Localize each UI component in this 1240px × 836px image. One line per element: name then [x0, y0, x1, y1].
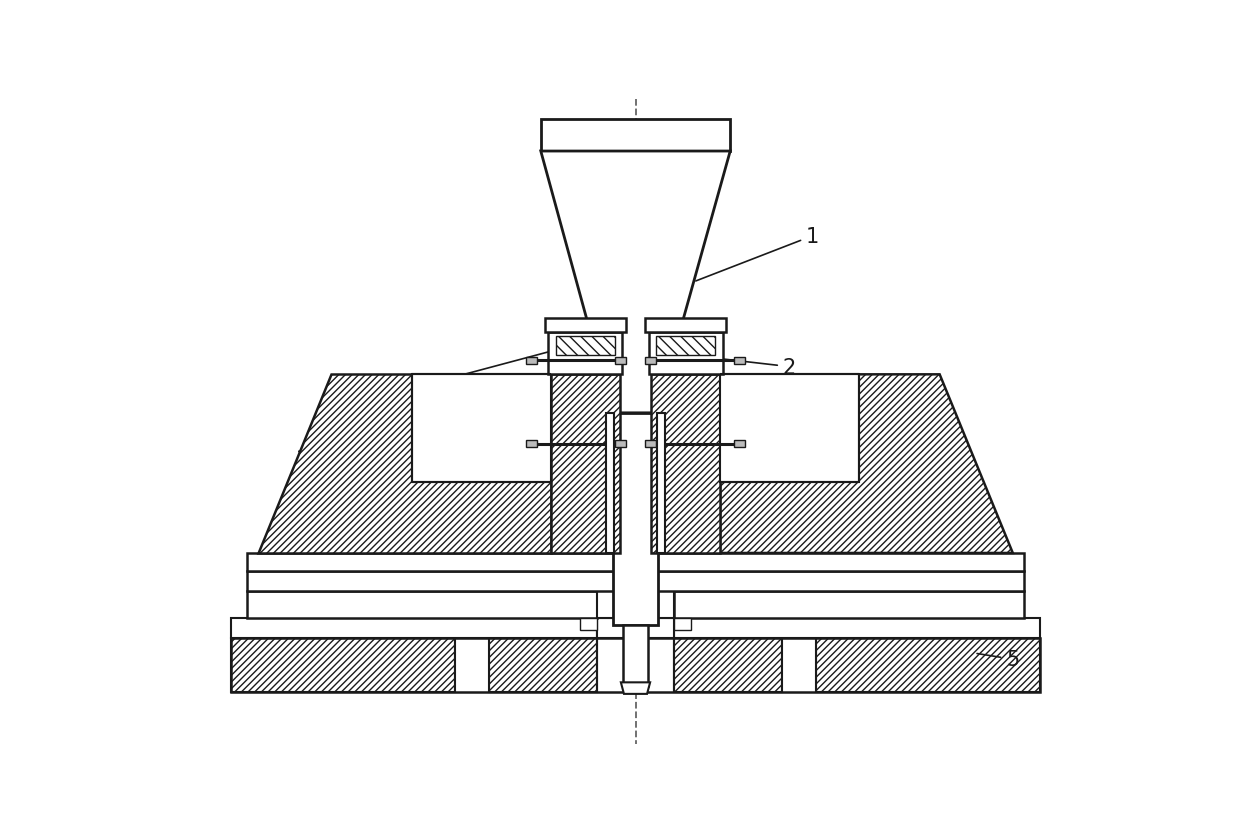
Polygon shape [526, 357, 537, 364]
Text: 31: 31 [422, 353, 548, 393]
Polygon shape [734, 357, 745, 364]
Polygon shape [645, 357, 656, 364]
Polygon shape [675, 619, 1040, 638]
Polygon shape [580, 619, 596, 630]
Polygon shape [412, 375, 551, 482]
Polygon shape [781, 638, 816, 691]
Polygon shape [613, 413, 658, 624]
Polygon shape [675, 638, 781, 691]
Polygon shape [490, 638, 596, 691]
Polygon shape [645, 319, 727, 333]
Polygon shape [675, 592, 1024, 619]
Polygon shape [675, 619, 691, 630]
Polygon shape [231, 619, 596, 638]
Polygon shape [816, 638, 1040, 691]
Polygon shape [551, 375, 620, 553]
Polygon shape [247, 571, 1024, 592]
Polygon shape [541, 152, 730, 413]
Text: 2: 2 [671, 354, 796, 377]
Polygon shape [247, 592, 596, 619]
Polygon shape [258, 375, 551, 553]
Polygon shape [548, 333, 622, 375]
Polygon shape [649, 333, 723, 375]
Text: 3: 3 [722, 395, 804, 415]
Polygon shape [541, 120, 730, 152]
Polygon shape [596, 592, 675, 619]
Text: 1: 1 [696, 227, 820, 282]
Polygon shape [645, 441, 656, 448]
Polygon shape [412, 375, 551, 482]
Polygon shape [247, 553, 1024, 571]
Text: 4: 4 [862, 433, 942, 458]
Polygon shape [734, 441, 745, 448]
Polygon shape [596, 619, 675, 638]
Polygon shape [544, 319, 626, 333]
Polygon shape [615, 357, 626, 364]
Polygon shape [606, 413, 614, 553]
Polygon shape [231, 638, 455, 691]
Polygon shape [656, 336, 714, 355]
Polygon shape [624, 624, 647, 686]
Polygon shape [526, 441, 537, 448]
Polygon shape [720, 375, 859, 482]
Text: 30: 30 [295, 407, 394, 470]
Text: 5: 5 [977, 650, 1019, 670]
Polygon shape [657, 413, 665, 553]
Polygon shape [720, 375, 1013, 553]
Polygon shape [651, 375, 720, 553]
Polygon shape [557, 336, 615, 355]
Polygon shape [621, 682, 650, 694]
Polygon shape [615, 441, 626, 448]
Polygon shape [455, 638, 490, 691]
